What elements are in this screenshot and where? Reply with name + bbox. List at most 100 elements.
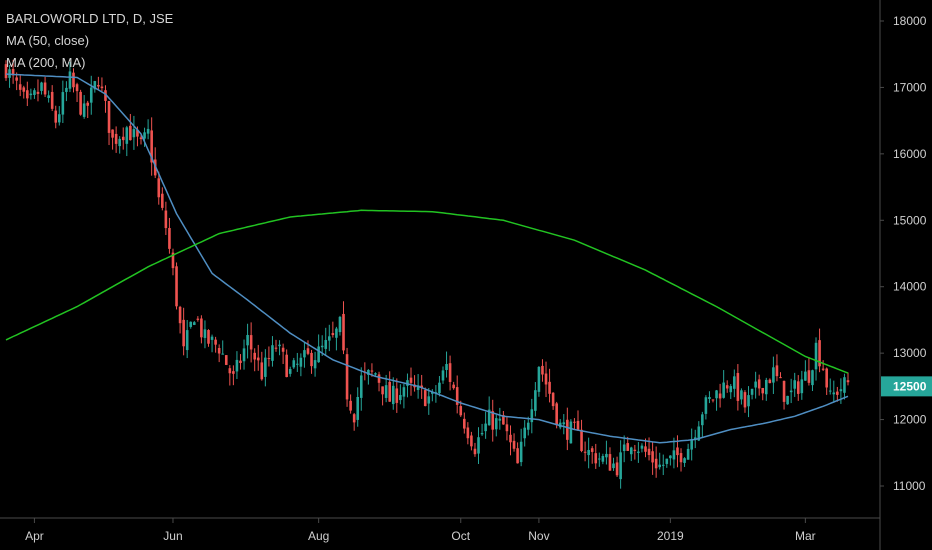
candle-body — [356, 397, 360, 420]
candle-body — [441, 370, 445, 381]
candle-body — [498, 418, 502, 421]
price-tick-label: 12000 — [893, 413, 927, 427]
candle-body — [129, 125, 132, 141]
candle-body — [438, 382, 441, 394]
candle-body — [11, 68, 15, 76]
candle-body — [750, 388, 754, 395]
price-tick-label: 11000 — [893, 479, 926, 493]
candle-body — [65, 87, 68, 92]
candle-body — [804, 371, 807, 381]
candle-body — [839, 389, 843, 392]
time-axis[interactable]: Apr Jun Aug Oct Nov 2019 Mar — [0, 517, 880, 543]
candle-body — [431, 391, 434, 394]
candle-body — [693, 437, 697, 440]
candle-body — [711, 399, 715, 401]
candle-body — [683, 458, 686, 463]
candle-body — [743, 392, 747, 408]
candle-body — [196, 318, 200, 320]
candle-body — [349, 400, 352, 411]
candle-body — [292, 360, 296, 368]
candle-body — [491, 411, 495, 430]
time-tick-label: Apr — [25, 529, 44, 543]
price-tick-label: 13000 — [893, 346, 927, 360]
candle-body — [448, 363, 452, 382]
candle-body — [374, 373, 377, 375]
candle-body — [423, 390, 427, 407]
candle-body — [772, 367, 775, 383]
candle-body — [729, 386, 733, 393]
time-tick-label: Oct — [451, 529, 470, 543]
candle-body — [33, 90, 36, 95]
candle-body — [178, 306, 182, 324]
candle-body — [658, 464, 662, 468]
candle-body — [200, 318, 203, 338]
candle-body — [146, 128, 150, 134]
candle-body — [516, 448, 519, 464]
candle-body — [264, 357, 267, 377]
candle-body — [26, 90, 29, 99]
candle-body — [359, 375, 363, 398]
candle-body — [285, 354, 288, 378]
candle-body — [249, 335, 253, 350]
candle-body — [288, 368, 292, 374]
candle-body — [534, 390, 537, 411]
candle-body — [370, 370, 374, 372]
candle-body — [192, 322, 196, 325]
candle-body — [391, 385, 395, 405]
candle-body — [697, 426, 701, 441]
candle-body — [239, 360, 242, 364]
candle-body — [679, 453, 683, 463]
candle-body — [551, 392, 555, 407]
candle-body — [701, 414, 704, 426]
candle-body — [57, 114, 61, 123]
candle-body — [470, 435, 473, 447]
candle-body — [622, 444, 626, 452]
candle-body — [605, 453, 608, 458]
candle-body — [367, 369, 370, 375]
candle-body — [427, 396, 431, 404]
candle-body — [818, 340, 821, 367]
candle-body — [836, 391, 839, 395]
candle-body — [676, 447, 679, 456]
candle-body — [502, 415, 505, 425]
candle-body — [61, 92, 65, 115]
candle-body — [203, 329, 207, 338]
candle-body — [665, 458, 669, 464]
candle-body — [768, 379, 772, 384]
candle-body — [43, 82, 47, 95]
candle-body — [335, 328, 338, 338]
candle-body — [75, 84, 79, 92]
candle-body — [466, 427, 470, 439]
candle-body — [217, 348, 221, 354]
candle-body — [406, 380, 409, 386]
candle-body — [452, 384, 455, 389]
candle-body — [104, 90, 107, 101]
candle-body — [590, 448, 594, 452]
candle-body — [715, 390, 718, 399]
candle-body — [86, 102, 90, 106]
candle-body — [171, 252, 175, 269]
candle-body — [740, 390, 743, 400]
candle-body — [494, 418, 498, 430]
candle-body — [828, 390, 832, 392]
price-axis[interactable]: 11000 12000 13000 14000 15000 16000 17000 18000 — [879, 0, 927, 550]
candle-body — [271, 345, 274, 361]
candle-body — [725, 385, 729, 389]
candle-body — [569, 421, 573, 444]
candle-body — [455, 387, 459, 405]
candle-body — [175, 266, 178, 307]
symbol-title[interactable]: BARLOWORLD LTD, D, JSE — [6, 11, 174, 26]
candle-body — [775, 365, 779, 377]
candle-body — [445, 364, 448, 370]
candle-body — [690, 439, 693, 450]
candle-body — [338, 316, 342, 333]
ma50-legend[interactable]: MA (50, close) — [6, 33, 90, 48]
candle-body — [182, 319, 185, 347]
ma200-legend[interactable]: MA (200, MA) — [6, 55, 86, 70]
price-tick-label: 14000 — [893, 280, 927, 294]
candle-body — [523, 427, 527, 439]
candle-body — [313, 360, 317, 369]
candle-body — [672, 450, 676, 460]
